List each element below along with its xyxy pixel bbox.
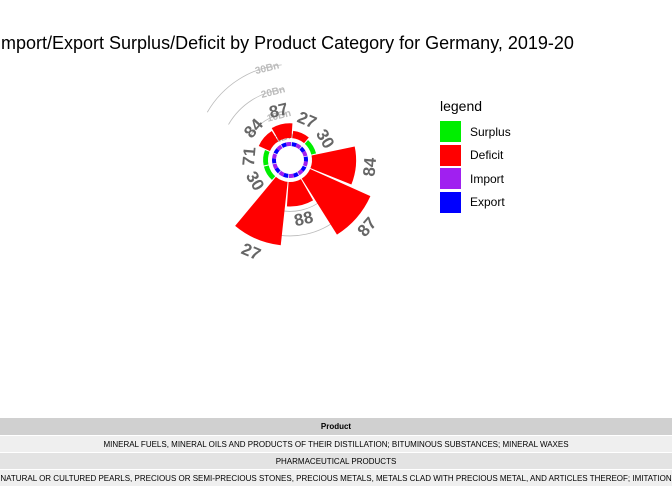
legend-item-deficit: Deficit [440, 144, 511, 168]
category-label: 27 [239, 239, 264, 264]
category-label: 84 [240, 115, 267, 142]
category-label: 87 [354, 214, 381, 241]
legend-item-surplus: Surplus [440, 120, 511, 144]
legend-title: legend [440, 98, 511, 114]
table-header-product: Product [0, 418, 672, 436]
table-cell: MINERAL FUELS, MINERAL OILS AND PRODUCTS… [0, 436, 672, 453]
category-label: 30 [242, 168, 268, 194]
balance-bar-surplus [263, 150, 269, 165]
import-bar [272, 153, 277, 158]
import-bar [289, 174, 294, 178]
legend-item-export: Export [440, 191, 511, 215]
category-label: 71 [239, 146, 260, 167]
table-cell: NATURAL OR CULTURED PEARLS, PRECIOUS OR … [0, 470, 672, 486]
legend-label-deficit: Deficit [470, 148, 503, 162]
legend-item-import: Import [440, 167, 511, 191]
legend-label-surplus: Surplus [470, 125, 511, 139]
legend-swatch-surplus [440, 121, 461, 142]
category-label: 84 [360, 156, 381, 177]
balance-bar-surplus [264, 165, 275, 180]
legend-swatch-deficit [440, 145, 461, 166]
legend-label-import: Import [470, 172, 504, 186]
table-row: PHARMACEUTICAL PRODUCTS [0, 453, 672, 470]
import-bar [286, 142, 291, 146]
category-label: 88 [292, 208, 315, 231]
import-bar [303, 161, 308, 166]
legend: legend Surplus Deficit Import Export [440, 98, 511, 214]
table-row: NATURAL OR CULTURED PEARLS, PRECIOUS OR … [0, 470, 672, 486]
category-label: 27 [295, 108, 320, 133]
export-bar [304, 156, 308, 161]
table-row: MINERAL FUELS, MINERAL OILS AND PRODUCTS… [0, 436, 672, 453]
balance-bar-deficit [292, 131, 308, 143]
legend-label-export: Export [470, 195, 505, 209]
legend-swatch-import [440, 168, 461, 189]
balance-bar-surplus [305, 140, 316, 155]
category-label: 30 [312, 126, 338, 152]
table-cell: PHARMACEUTICAL PRODUCTS [0, 453, 672, 470]
export-bar [293, 172, 299, 177]
radial-axis-label: 30Bn [254, 60, 280, 77]
export-bar [272, 158, 276, 163]
radial-axis-label: 20Bn [260, 84, 286, 101]
legend-swatch-export [440, 192, 461, 213]
polar-chart: 1Bn10Bn20Bn30Bn27308487882730718487 [0, 0, 672, 410]
product-table: Product MINERAL FUELS, MINERAL OILS AND … [0, 418, 672, 486]
